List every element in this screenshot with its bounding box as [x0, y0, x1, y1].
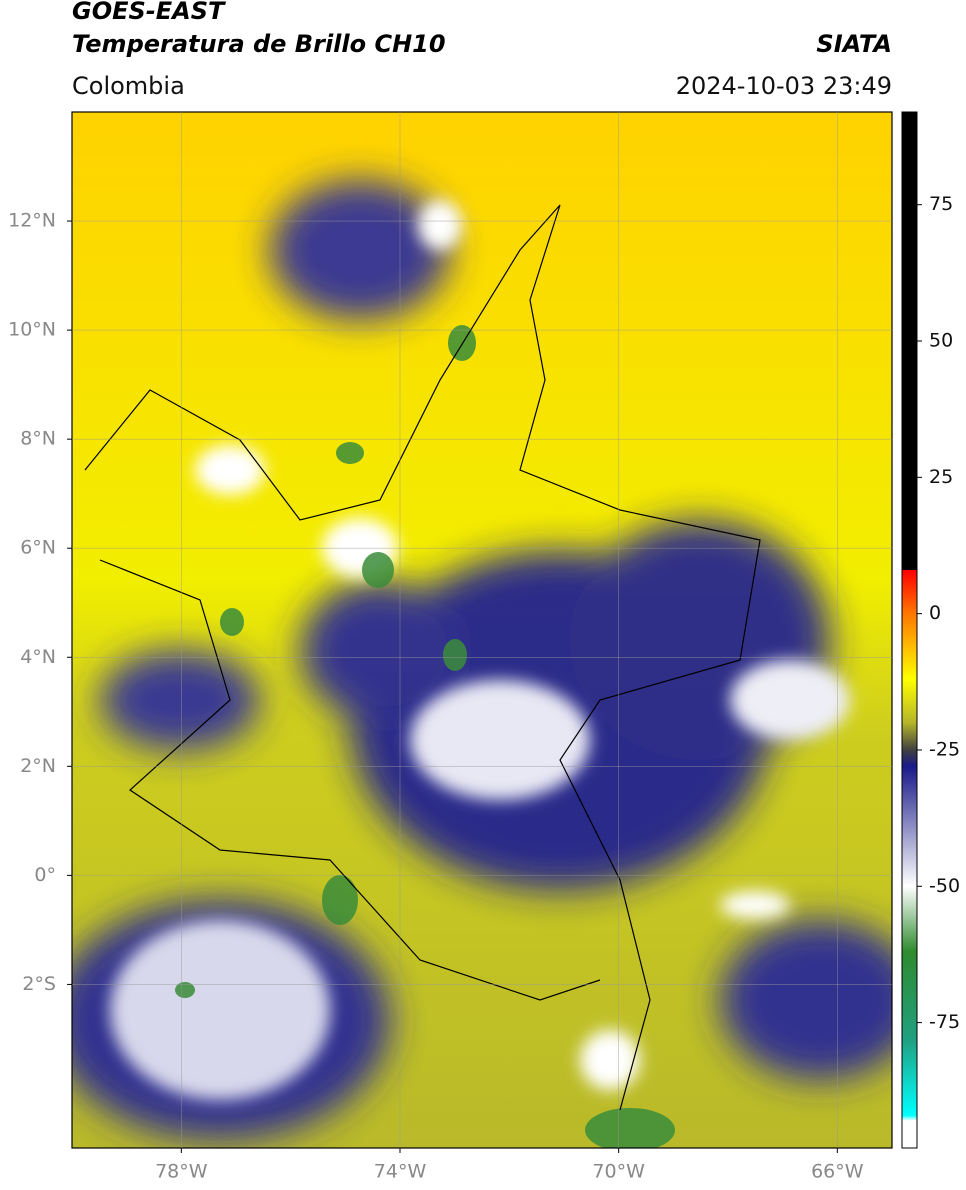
colorbar-tick-label: -50	[929, 875, 960, 897]
x-tick-label: 70°W	[592, 1161, 645, 1183]
source: SIATA	[816, 30, 892, 58]
y-tick-label: 0°	[34, 864, 56, 886]
colorbar-tick-label: 25	[929, 466, 953, 488]
y-tick-label: 8°N	[20, 428, 56, 450]
subtitle: Temperatura de Brillo CH10	[72, 30, 446, 58]
colorbar: 75 50 25 0 -25 -50 -75	[901, 111, 960, 1149]
colorbar-tick-label: -75	[929, 1011, 960, 1033]
map-frame	[71, 111, 893, 1149]
x-tick-label: 74°W	[374, 1161, 427, 1183]
satellite-image	[72, 112, 892, 1148]
datetime: 2024-10-03 23:49	[676, 72, 892, 100]
colorbar-tick-label: 0	[929, 602, 941, 624]
colorbar-tick-label: 75	[929, 193, 953, 215]
y-tick-label: 10°N	[8, 319, 56, 341]
y-tick-label: 2°S	[22, 973, 56, 995]
x-tick-label: 78°W	[155, 1161, 208, 1183]
y-tick-label: 12°N	[8, 210, 56, 232]
y-tick-label: 6°N	[20, 537, 56, 559]
colorbar-fill	[901, 111, 918, 1149]
region: Colombia	[72, 72, 185, 100]
colorbar-tick-label: 50	[929, 330, 953, 352]
x-tick-label: 66°W	[811, 1161, 864, 1183]
y-tick-label: 4°N	[20, 646, 56, 668]
title: GOES-EAST	[72, 0, 226, 25]
y-tick-label: 2°N	[20, 755, 56, 777]
colorbar-tick-label: -25	[929, 738, 960, 760]
